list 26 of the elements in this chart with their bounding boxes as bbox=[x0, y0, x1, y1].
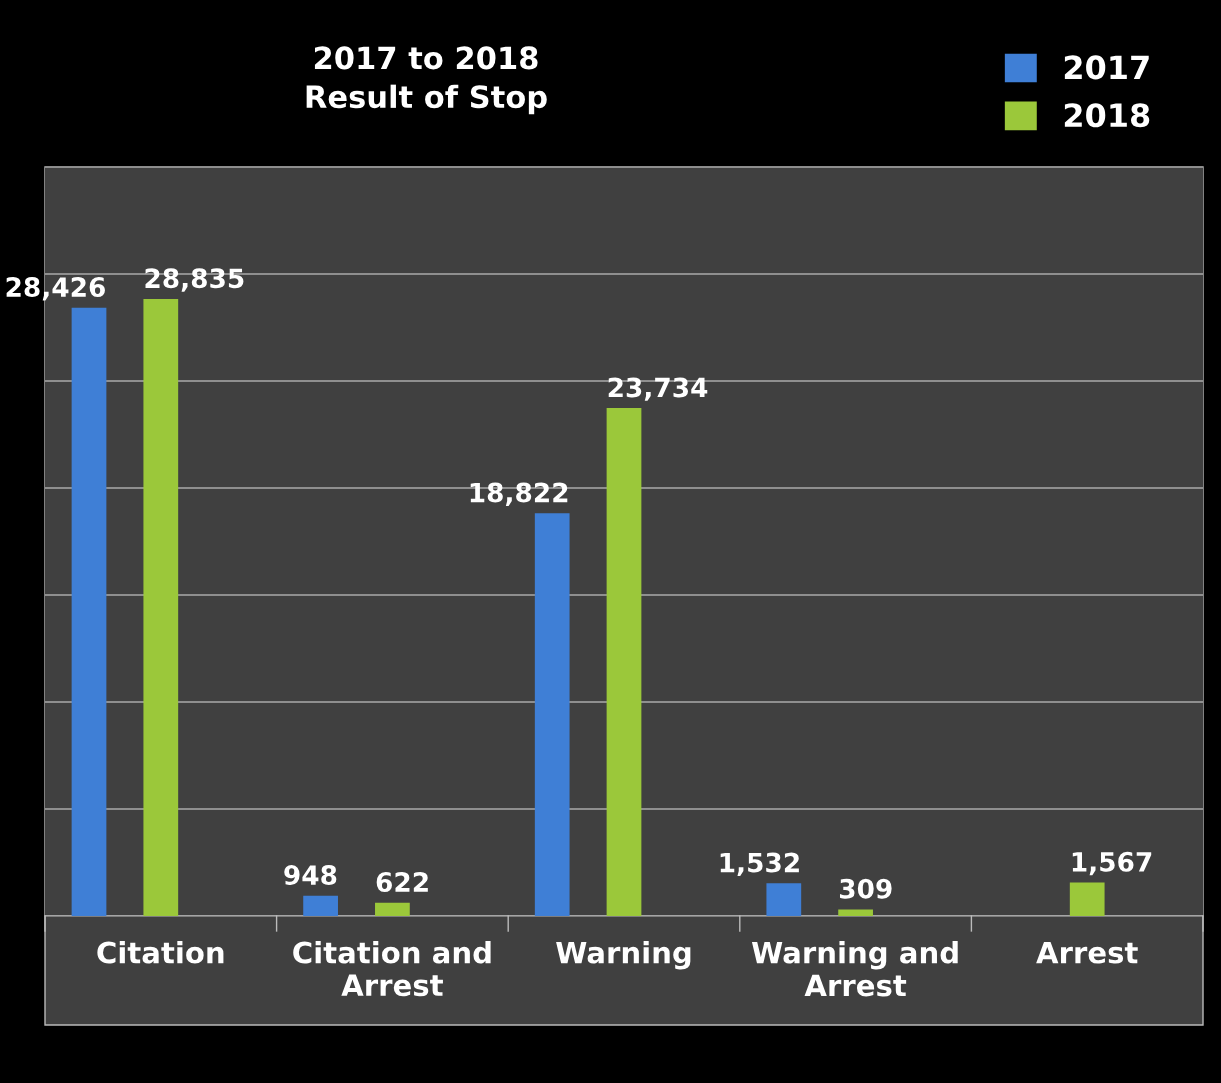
data-label: 622 bbox=[376, 872, 428, 893]
bar bbox=[375, 902, 410, 916]
legend-label: 2017 bbox=[1064, 55, 1149, 80]
x-tick-label: Warning bbox=[556, 941, 691, 970]
data-label: 1,532 bbox=[720, 852, 799, 876]
x-tick-label: Arrest bbox=[1036, 941, 1138, 964]
chart-title: 2017 to 2018 Result of Stop bbox=[306, 46, 547, 115]
x-tick-label: Warning and Arrest bbox=[751, 941, 958, 997]
bar bbox=[838, 909, 873, 916]
bar bbox=[1069, 882, 1105, 916]
bar bbox=[303, 895, 338, 916]
legend-label: 2018 bbox=[1064, 103, 1150, 128]
bar bbox=[766, 883, 802, 916]
data-label: 948 bbox=[284, 865, 337, 886]
data-label: 18,822 bbox=[470, 482, 568, 506]
data-label: 28,835 bbox=[145, 268, 244, 292]
x-tick-label: Citation bbox=[97, 941, 224, 964]
bar bbox=[143, 298, 179, 916]
x-tick-label: Citation and Arrest bbox=[293, 941, 491, 997]
data-label: 23,734 bbox=[608, 377, 708, 401]
data-label: 1,567 bbox=[1072, 851, 1152, 876]
bar bbox=[606, 408, 642, 916]
bar bbox=[534, 513, 570, 916]
data-label: 28,426 bbox=[6, 277, 105, 301]
data-label: 309 bbox=[839, 878, 892, 899]
bar bbox=[71, 307, 107, 916]
